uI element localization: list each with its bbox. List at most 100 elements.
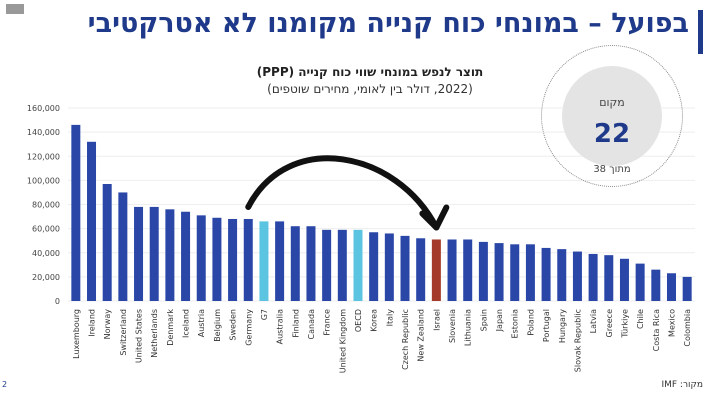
bar-belgium	[212, 217, 222, 301]
rank-label: מקום	[599, 96, 625, 109]
x-tick-label: Lithuania	[464, 309, 473, 346]
bar-israel	[431, 239, 441, 301]
source-note: מקור: IMF	[661, 380, 703, 390]
rank-of: מתוך 38	[593, 164, 631, 175]
bar-slovak-republic	[572, 251, 582, 301]
bar-g7	[259, 221, 269, 301]
x-tick-label: France	[323, 309, 332, 336]
bar-estonia	[510, 244, 520, 301]
x-tick-label: Costa Rica	[652, 309, 661, 351]
chart-title: תוצר לנפש במונחי שווי כוח קנייה (PPP)	[256, 65, 484, 79]
bar-türkiye	[619, 258, 629, 301]
x-tick-label: Poland	[526, 309, 535, 336]
page-title: בפועל – במונחי כוח קנייה מקומנו לא אטרקט…	[87, 8, 689, 39]
bar-lithuania	[463, 239, 473, 301]
rank-value: 22	[593, 119, 631, 149]
bar-austria	[196, 215, 206, 301]
bar-united-states	[134, 206, 144, 301]
bar-denmark	[165, 209, 175, 301]
bar-hungary	[557, 249, 567, 301]
y-tick-label: 60,000	[32, 225, 60, 234]
x-tick-label: Germany	[244, 309, 253, 346]
bar-switzerland	[118, 192, 128, 301]
x-tick-label: Canada	[307, 309, 316, 340]
x-tick-label: G7	[260, 309, 269, 320]
logo-mark-icon	[6, 4, 24, 14]
x-tick-label: Latvia	[589, 309, 598, 333]
bar-united-kingdom	[337, 229, 347, 301]
y-tick-label: 40,000	[32, 249, 60, 258]
bar-france	[322, 229, 332, 301]
bar-spain	[478, 241, 488, 301]
bar-new-zealand	[416, 238, 426, 301]
x-tick-label: Switzerland	[119, 309, 128, 356]
y-tick-label: 140,000	[27, 128, 60, 137]
x-tick-label: United States	[135, 309, 144, 363]
x-tick-label: Korea	[370, 309, 379, 332]
x-tick-label: Türkiye	[620, 309, 629, 339]
x-tick-label: Australia	[276, 309, 285, 344]
x-tick-label: Italy	[385, 309, 394, 327]
rank-circle: מקום 22 מתוך 38	[562, 66, 662, 175]
y-tick-label: 80,000	[32, 201, 60, 210]
x-tick-label: Hungary	[558, 309, 567, 343]
bar-canada	[306, 226, 316, 301]
bar-czech-republic	[400, 235, 410, 301]
bar-oecd	[353, 229, 363, 301]
x-tick-label: Denmark	[166, 309, 175, 346]
x-tick-label: Luxembourg	[72, 309, 81, 359]
x-tick-label: Spain	[479, 309, 488, 331]
bar-iceland	[181, 211, 191, 301]
bar-poland	[525, 244, 535, 301]
x-tick-label: Colombia	[683, 309, 692, 347]
bar-colombia	[682, 276, 692, 301]
x-tick-label: Greece	[605, 309, 614, 338]
bar-netherlands	[149, 206, 159, 301]
y-tick-label: 160,000	[27, 104, 60, 113]
x-tick-label: Finland	[291, 309, 300, 338]
x-tick-label: Belgium	[213, 309, 222, 342]
bar-portugal	[541, 247, 551, 301]
bar-australia	[275, 221, 285, 301]
bar-chile	[635, 263, 645, 301]
x-tick-label: Chile	[636, 309, 645, 329]
bar-ireland	[87, 141, 97, 301]
ministry-logo	[2, 4, 24, 14]
x-tick-label: Mexico	[667, 309, 676, 337]
x-tick-label: Norway	[103, 309, 112, 340]
bar-germany	[243, 218, 253, 301]
y-tick-label: 0	[55, 297, 60, 306]
x-tick-label: Israel	[432, 309, 441, 331]
annotation-arrow	[245, 155, 440, 231]
x-tick-label: Czech Republic	[401, 309, 410, 370]
y-tick-label: 100,000	[27, 176, 60, 185]
bar-sweden	[228, 218, 238, 301]
x-tick-label: Ireland	[88, 309, 97, 337]
rank-badge: מקום 22 מתוך 38	[541, 45, 683, 187]
x-tick-label: United Kingdom	[338, 309, 347, 373]
x-tick-label: OECD	[354, 309, 363, 332]
bar-slovenia	[447, 239, 457, 301]
x-tick-label: Slovak Republic	[573, 309, 582, 372]
bar-japan	[494, 243, 504, 301]
bar-norway	[102, 183, 112, 301]
bar-mexico	[666, 273, 676, 301]
x-tick-label: Austria	[197, 309, 206, 337]
arrow-head-icon	[419, 204, 450, 231]
x-tick-label: Iceland	[182, 309, 191, 338]
y-tick-label: 120,000	[27, 152, 60, 161]
bar-greece	[604, 255, 614, 301]
bar-finland	[290, 226, 300, 301]
y-tick-label: 20,000	[32, 273, 60, 282]
x-tick-label: New Zealand	[417, 309, 426, 362]
bar-luxembourg	[71, 124, 81, 301]
x-tick-label: Netherlands	[150, 309, 159, 358]
x-tick-label: Estonia	[511, 309, 520, 339]
bar-latvia	[588, 253, 598, 301]
chart-subtitle: (2022, דולר בין לאומי, מחירים שוטפים)	[267, 82, 473, 96]
bar-korea	[369, 232, 379, 301]
bar-costa-rica	[651, 269, 661, 301]
title-accent-bar	[698, 10, 703, 54]
x-tick-label: Sweden	[229, 309, 238, 341]
